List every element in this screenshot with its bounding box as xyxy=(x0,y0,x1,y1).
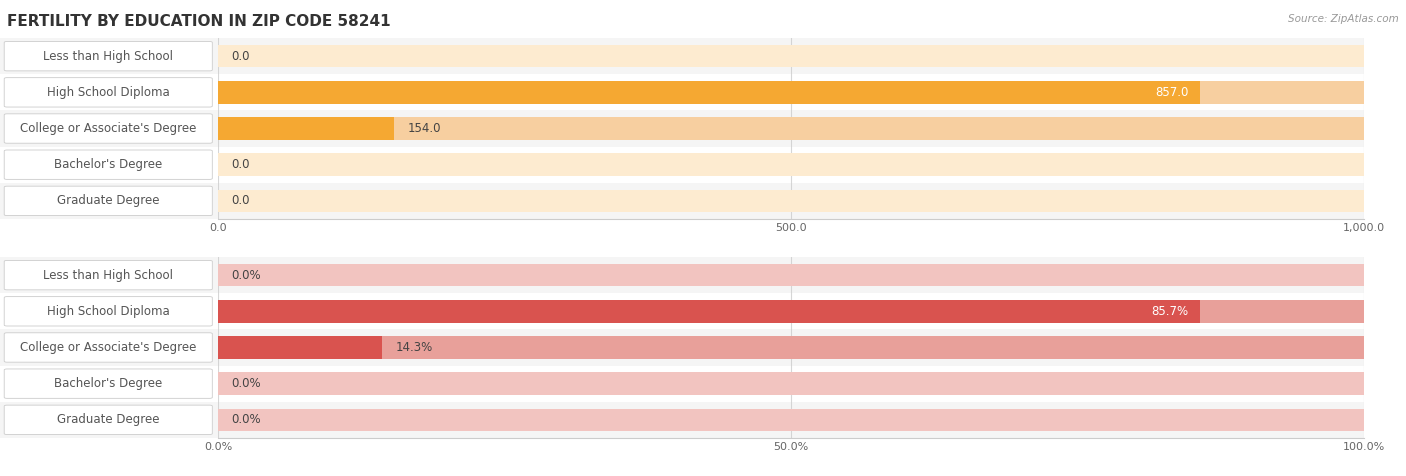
Bar xyxy=(218,329,1364,366)
Bar xyxy=(218,408,1364,431)
Text: College or Associate's Degree: College or Associate's Degree xyxy=(20,341,197,354)
Text: Less than High School: Less than High School xyxy=(44,50,173,63)
Text: 0.0: 0.0 xyxy=(232,50,250,63)
Bar xyxy=(218,38,1364,74)
Text: 857.0: 857.0 xyxy=(1156,86,1188,99)
Text: Graduate Degree: Graduate Degree xyxy=(58,194,159,208)
Bar xyxy=(218,117,1364,140)
Bar xyxy=(218,45,1364,68)
Bar xyxy=(218,153,1364,176)
Bar xyxy=(218,81,1364,104)
Bar xyxy=(218,366,1364,402)
Text: 0.0%: 0.0% xyxy=(232,268,262,282)
Text: 0.0: 0.0 xyxy=(232,194,250,208)
Text: Less than High School: Less than High School xyxy=(44,268,173,282)
Bar xyxy=(218,336,382,359)
Bar xyxy=(218,264,1364,287)
Text: 85.7%: 85.7% xyxy=(1152,305,1188,318)
Bar xyxy=(218,117,395,140)
Bar xyxy=(218,189,1364,212)
Text: High School Diploma: High School Diploma xyxy=(46,86,170,99)
Bar xyxy=(218,81,1199,104)
Text: Bachelor's Degree: Bachelor's Degree xyxy=(55,377,162,390)
Text: Source: ZipAtlas.com: Source: ZipAtlas.com xyxy=(1288,14,1399,24)
Bar xyxy=(218,183,1364,219)
Bar xyxy=(218,257,1364,293)
Text: Graduate Degree: Graduate Degree xyxy=(58,413,159,426)
Bar xyxy=(218,147,1364,183)
Bar xyxy=(218,372,1364,395)
Text: 154.0: 154.0 xyxy=(408,122,441,135)
Text: 0.0: 0.0 xyxy=(232,158,250,171)
Bar xyxy=(218,300,1199,323)
Bar xyxy=(218,293,1364,329)
Text: High School Diploma: High School Diploma xyxy=(46,305,170,318)
Bar xyxy=(218,402,1364,438)
Text: FERTILITY BY EDUCATION IN ZIP CODE 58241: FERTILITY BY EDUCATION IN ZIP CODE 58241 xyxy=(7,14,391,30)
Text: College or Associate's Degree: College or Associate's Degree xyxy=(20,122,197,135)
Bar xyxy=(218,110,1364,147)
Text: 0.0%: 0.0% xyxy=(232,377,262,390)
Text: Bachelor's Degree: Bachelor's Degree xyxy=(55,158,162,171)
Bar xyxy=(218,74,1364,110)
Bar xyxy=(218,336,1364,359)
Bar xyxy=(218,300,1364,323)
Text: 14.3%: 14.3% xyxy=(395,341,433,354)
Text: 0.0%: 0.0% xyxy=(232,413,262,426)
